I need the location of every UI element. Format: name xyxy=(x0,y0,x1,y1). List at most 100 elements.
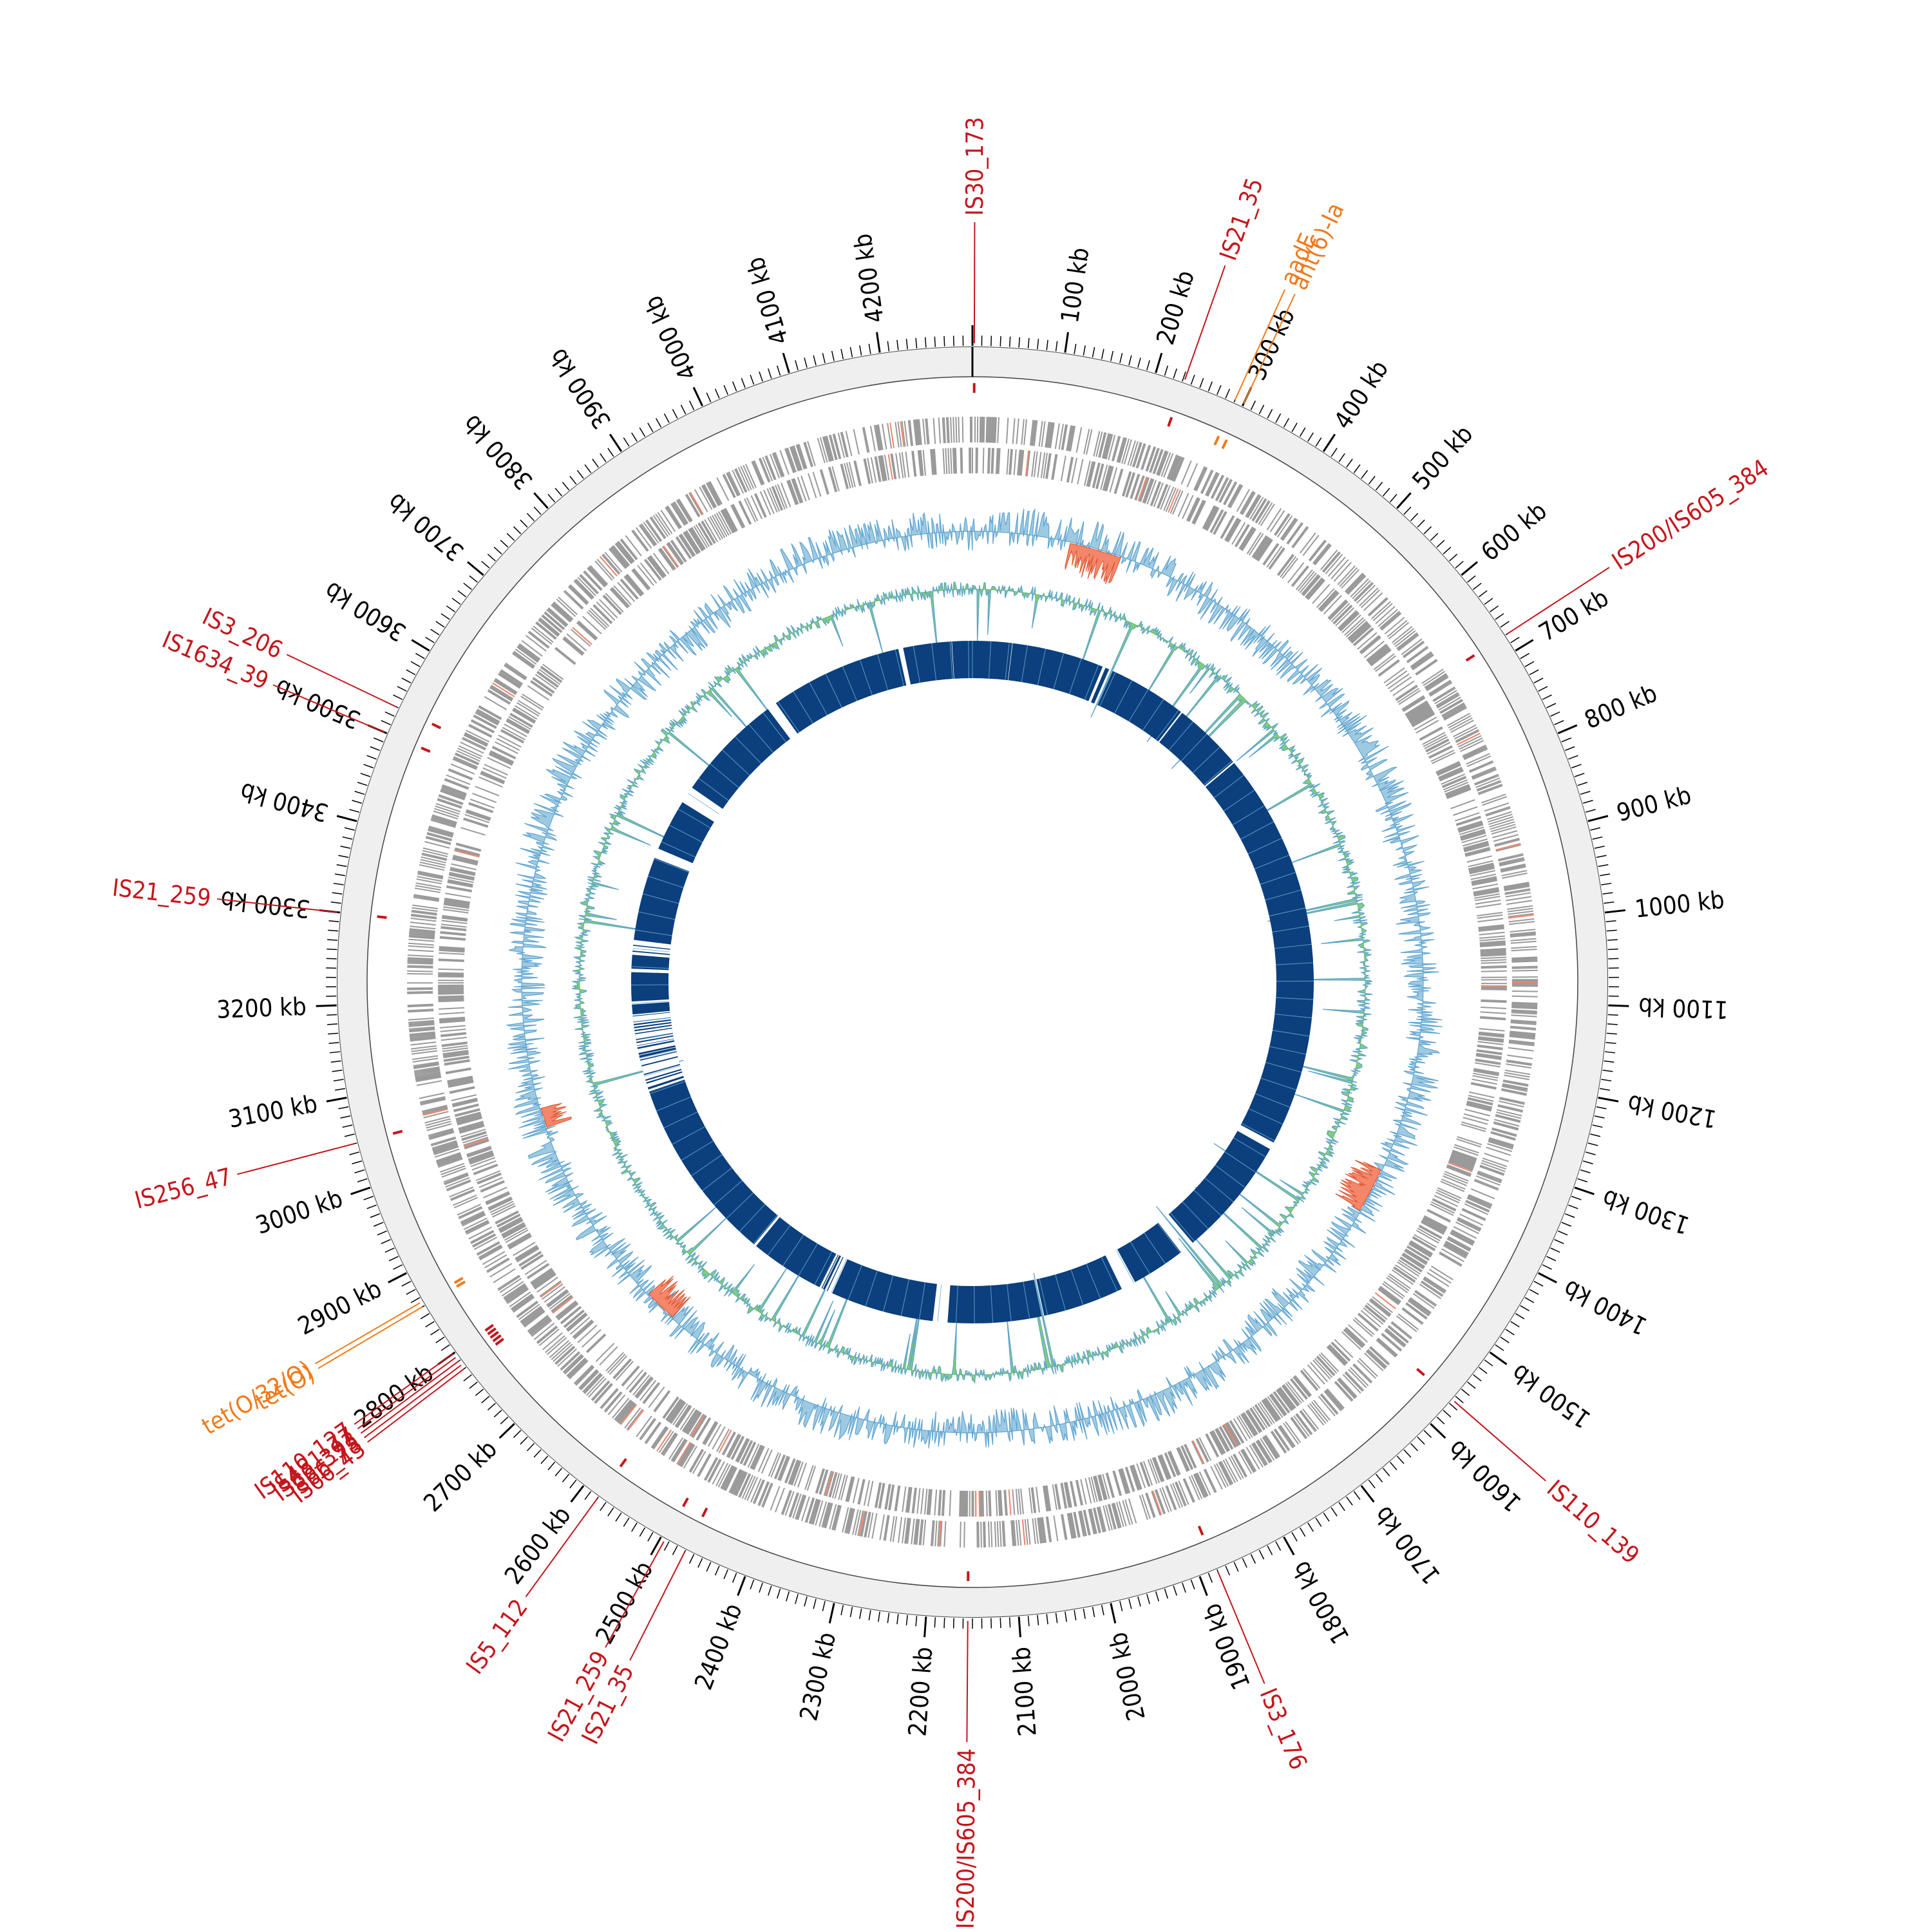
blast-low-identity-line xyxy=(1128,689,1149,722)
minor-tick xyxy=(1554,1238,1564,1244)
minor-tick xyxy=(1529,669,1539,676)
minor-tick xyxy=(1182,371,1186,382)
tick-label: 900 kb xyxy=(1614,781,1694,827)
minor-tick xyxy=(1490,605,1499,612)
minor-tick xyxy=(1190,374,1195,385)
blast-hit-fragment xyxy=(819,1253,837,1287)
blast-low-identity-line xyxy=(631,966,669,969)
major-tick xyxy=(336,815,357,822)
minor-tick xyxy=(500,1416,509,1425)
blast-low-identity-line xyxy=(988,641,992,679)
minor-tick xyxy=(1164,365,1168,376)
tick-label: 1300 kb xyxy=(1598,1184,1692,1240)
minor-tick xyxy=(934,1617,936,1628)
tick-label: 3600 kb xyxy=(319,576,411,647)
annotation-leader-line xyxy=(605,1541,665,1648)
minor-tick xyxy=(327,1023,338,1025)
minor-tick xyxy=(576,469,584,479)
tick-label: 200 kb xyxy=(1151,267,1200,348)
low-gc-region xyxy=(648,1275,691,1318)
is-element-label: IS30_173 xyxy=(961,117,989,216)
minor-tick xyxy=(481,1396,490,1404)
minor-tick xyxy=(1443,1410,1452,1417)
minor-tick xyxy=(1478,590,1488,598)
blast-low-identity-line xyxy=(1224,1151,1256,1173)
minor-tick xyxy=(600,453,607,462)
minor-tick xyxy=(1571,764,1582,769)
blast-low-identity-line xyxy=(1255,1093,1291,1108)
annotation-leader-line xyxy=(360,1361,459,1434)
minor-tick xyxy=(440,613,450,620)
minor-tick xyxy=(335,873,346,876)
major-tick xyxy=(1064,332,1069,353)
minor-tick xyxy=(849,346,853,357)
blast-low-identity-line xyxy=(1157,1223,1181,1253)
minor-tick xyxy=(1361,469,1368,479)
minor-tick xyxy=(1331,1507,1338,1517)
minor-tick xyxy=(333,882,344,886)
minor-tick xyxy=(366,1204,377,1209)
feature-mark xyxy=(495,1338,504,1346)
minor-tick xyxy=(822,353,826,364)
annotation-leader-line xyxy=(1217,1571,1265,1684)
minor-tick xyxy=(1561,737,1571,743)
minor-tick xyxy=(1315,437,1322,447)
minor-tick xyxy=(584,1491,592,1500)
minor-tick xyxy=(360,773,371,777)
minor-tick xyxy=(1074,1610,1077,1621)
blast-low-identity-line xyxy=(1269,1046,1307,1055)
blast-low-identity-line xyxy=(688,793,720,815)
blast-low-identity-line xyxy=(642,893,679,904)
minor-tick xyxy=(1208,1573,1213,1583)
blast-hit-fragment xyxy=(647,1075,684,1090)
minor-tick xyxy=(338,1106,349,1110)
minor-tick xyxy=(493,1410,502,1417)
minor-tick xyxy=(440,1344,450,1351)
minor-tick xyxy=(520,1436,528,1445)
annotation-leader-line xyxy=(973,222,976,344)
minor-tick xyxy=(554,1468,563,1477)
minor-tick xyxy=(327,1014,337,1016)
annotation-leader-line xyxy=(525,1498,598,1598)
minor-tick xyxy=(326,958,337,960)
blast-low-identity-line xyxy=(722,750,750,776)
minor-tick xyxy=(759,1582,763,1593)
blast-low-identity-line xyxy=(1130,1241,1150,1274)
minor-tick xyxy=(1554,720,1564,726)
minor-tick xyxy=(1550,711,1560,717)
minor-tick xyxy=(714,1566,720,1576)
annotation-leader-line xyxy=(354,1353,453,1425)
blast-low-identity-line xyxy=(1213,775,1244,799)
minor-tick xyxy=(569,1479,577,1489)
gc-skew-track xyxy=(571,581,1373,1385)
blast-low-identity-line xyxy=(1223,790,1255,811)
blast-hit-segment xyxy=(1090,667,1110,704)
minor-tick xyxy=(934,336,936,347)
major-tick xyxy=(828,1603,835,1624)
minor-tick xyxy=(1598,864,1609,867)
minor-tick xyxy=(1146,360,1150,371)
minor-tick xyxy=(410,1297,421,1303)
blast-low-identity-line xyxy=(1039,1278,1048,1316)
blast-low-identity-line xyxy=(1084,665,1099,700)
tick-label: 4100 kb xyxy=(741,254,794,348)
minor-tick xyxy=(393,1264,403,1270)
minor-tick xyxy=(333,1079,344,1082)
minor-tick xyxy=(1331,448,1338,457)
blast-low-identity-line xyxy=(698,778,729,801)
major-tick xyxy=(1283,1536,1295,1556)
minor-tick xyxy=(1092,346,1095,357)
minor-tick xyxy=(1353,464,1361,473)
minor-tick xyxy=(344,827,355,831)
minor-tick xyxy=(1258,1549,1265,1560)
blast-low-identity-line xyxy=(633,1017,671,1023)
minor-tick xyxy=(1602,892,1613,895)
minor-tick xyxy=(868,343,871,354)
blast-low-identity-line xyxy=(825,674,842,708)
blast-low-identity-line xyxy=(1144,1233,1166,1264)
minor-tick xyxy=(1242,1558,1247,1568)
is-element-label: IS110_139 xyxy=(1542,1475,1645,1569)
minor-tick xyxy=(336,864,347,867)
minor-tick xyxy=(363,764,374,769)
blast-low-identity-line xyxy=(649,1081,686,1094)
